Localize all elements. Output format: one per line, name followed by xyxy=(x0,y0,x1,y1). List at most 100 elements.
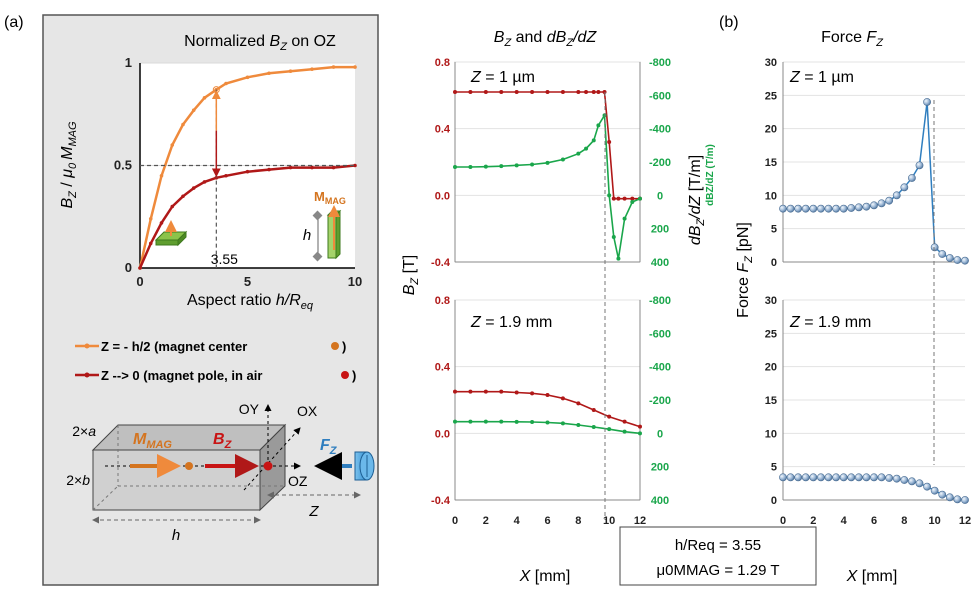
legend-item-pole: Z --> 0 (magnet pole, in air ) xyxy=(75,368,356,383)
right-xlabel: X [mm] xyxy=(846,568,898,585)
right-ytick-label: 30 xyxy=(765,295,777,307)
mid-bz-point xyxy=(483,90,488,94)
mid-bz-point xyxy=(576,401,581,406)
mid-left-ytick-label: 0.8 xyxy=(435,57,450,69)
right-force-point xyxy=(908,477,916,486)
two-b-label: 2×b xyxy=(66,472,90,488)
mid-dbz-point xyxy=(622,216,627,221)
right-xtick-label: 4 xyxy=(841,515,848,527)
right-force-point xyxy=(817,473,825,482)
magnet-center-dot xyxy=(185,462,193,470)
mid-bz-point xyxy=(514,90,519,94)
mid-bz-point xyxy=(596,90,601,94)
mid-bz-point xyxy=(584,90,589,94)
right-force-point xyxy=(832,204,840,213)
inset-xtick-label: 0 xyxy=(136,274,143,289)
inset-series-point xyxy=(224,173,228,178)
right-ytick-label: 10 xyxy=(765,190,777,202)
right-ytick-label: 15 xyxy=(765,395,777,407)
right-force-point xyxy=(839,204,848,213)
tall-magnet-icon: MMAG h xyxy=(303,189,346,262)
inset-series-point xyxy=(148,241,153,246)
right-force-point xyxy=(862,202,871,211)
mid-xtick-label: 8 xyxy=(575,515,581,527)
right-force-point xyxy=(953,256,962,264)
mid-dbz-point xyxy=(483,164,488,169)
right-force-point xyxy=(824,204,833,213)
mid-bz-point xyxy=(545,393,550,397)
right-force-point xyxy=(809,473,818,482)
inset-series-point xyxy=(202,96,207,100)
inset-h-label: h xyxy=(303,227,311,244)
mid-bz-point xyxy=(616,196,621,201)
mid-xtick-label: 12 xyxy=(634,515,646,527)
mid-right-ytick-label: -800 xyxy=(649,57,671,69)
legend-paren-center: ) xyxy=(342,339,346,354)
right-force-point xyxy=(877,199,886,208)
mid-right-ytick-label: -400 xyxy=(649,124,671,136)
inset-series-point xyxy=(191,108,196,112)
right-force-point xyxy=(862,473,871,482)
inset-series-point xyxy=(331,65,336,69)
mid-dbz-point xyxy=(530,420,535,424)
right-force-point xyxy=(847,204,856,212)
right-force-point xyxy=(945,493,954,502)
inset-ytick-label: 0 xyxy=(125,260,132,275)
bz-diagram-label: BZ xyxy=(213,431,233,451)
right-force-point xyxy=(870,201,878,210)
mid-dbz-point xyxy=(545,420,550,425)
mid-bz-point xyxy=(560,90,565,94)
mid-bz-point xyxy=(591,90,596,94)
right-top-panel-label: Z = 1 µm xyxy=(789,69,854,86)
right-force-point xyxy=(953,495,962,504)
right-force-point xyxy=(908,174,916,182)
mid-dbz-point xyxy=(576,151,581,156)
mid-right-ylabel: dBZ/dZ [T/m] xyxy=(687,155,707,245)
mmag-diagram-label: MMAG xyxy=(133,431,172,451)
mid-dbz-point xyxy=(591,425,596,429)
mid-dbz-point xyxy=(545,160,550,165)
mid-bz-point xyxy=(514,390,519,395)
inset-series-point xyxy=(170,143,175,147)
inset-series-point xyxy=(310,67,314,71)
inset-series-point xyxy=(181,194,185,199)
mid-dbz-point xyxy=(622,429,627,434)
mid-right-ytick-label: 400 xyxy=(651,495,669,507)
mid-bz-point xyxy=(630,196,635,201)
right-force-point xyxy=(877,473,886,482)
right-force-point xyxy=(779,473,787,482)
right-xtick-label: 12 xyxy=(959,515,971,527)
magnet-pole-dot xyxy=(263,461,273,471)
inset-series-point xyxy=(138,266,142,270)
mid-dbz-point xyxy=(514,419,519,424)
inset-series-point xyxy=(331,165,336,170)
legend-dot-center xyxy=(331,342,339,350)
right-force-point xyxy=(794,473,803,482)
right-xtick-label: 2 xyxy=(810,515,816,527)
ox-axis xyxy=(243,427,301,491)
right-xtick-label: 0 xyxy=(780,515,786,527)
mid-right-ytick-label: 400 xyxy=(651,257,669,269)
mid-dbz-point xyxy=(591,138,596,143)
right-force-point xyxy=(832,473,840,482)
legend: Z = - h/2 (magnet center ) Z --> 0 (magn… xyxy=(75,339,356,383)
inset-xtick-label: 5 xyxy=(244,274,251,289)
right-force-point xyxy=(801,473,810,482)
flat-magnet-icon xyxy=(154,220,188,247)
inset-series-point xyxy=(191,186,196,190)
right-ytick-label: 5 xyxy=(771,462,777,474)
mid-bz-point xyxy=(499,389,504,394)
right-force-point xyxy=(930,486,939,495)
fz-diagram-label: FZ xyxy=(320,437,338,457)
mid-dbz-point xyxy=(468,419,473,424)
inset-series-point xyxy=(170,204,175,209)
mid-right-ytick-label: 200 xyxy=(651,462,669,474)
mid-left-ylabel: BZ [T] xyxy=(401,255,421,296)
inset-series-point xyxy=(202,180,207,184)
inset-series-point xyxy=(224,81,228,86)
right-force-point xyxy=(930,243,939,252)
right-bottom-panel-label: Z = 1.9 mm xyxy=(789,314,871,331)
inset-series-point xyxy=(310,165,314,170)
magnet-block-diagram: 2×a 2×b OY OX OZ MMAG BZ FZ h Z xyxy=(66,401,375,544)
right-xtick-label: 10 xyxy=(929,515,941,527)
